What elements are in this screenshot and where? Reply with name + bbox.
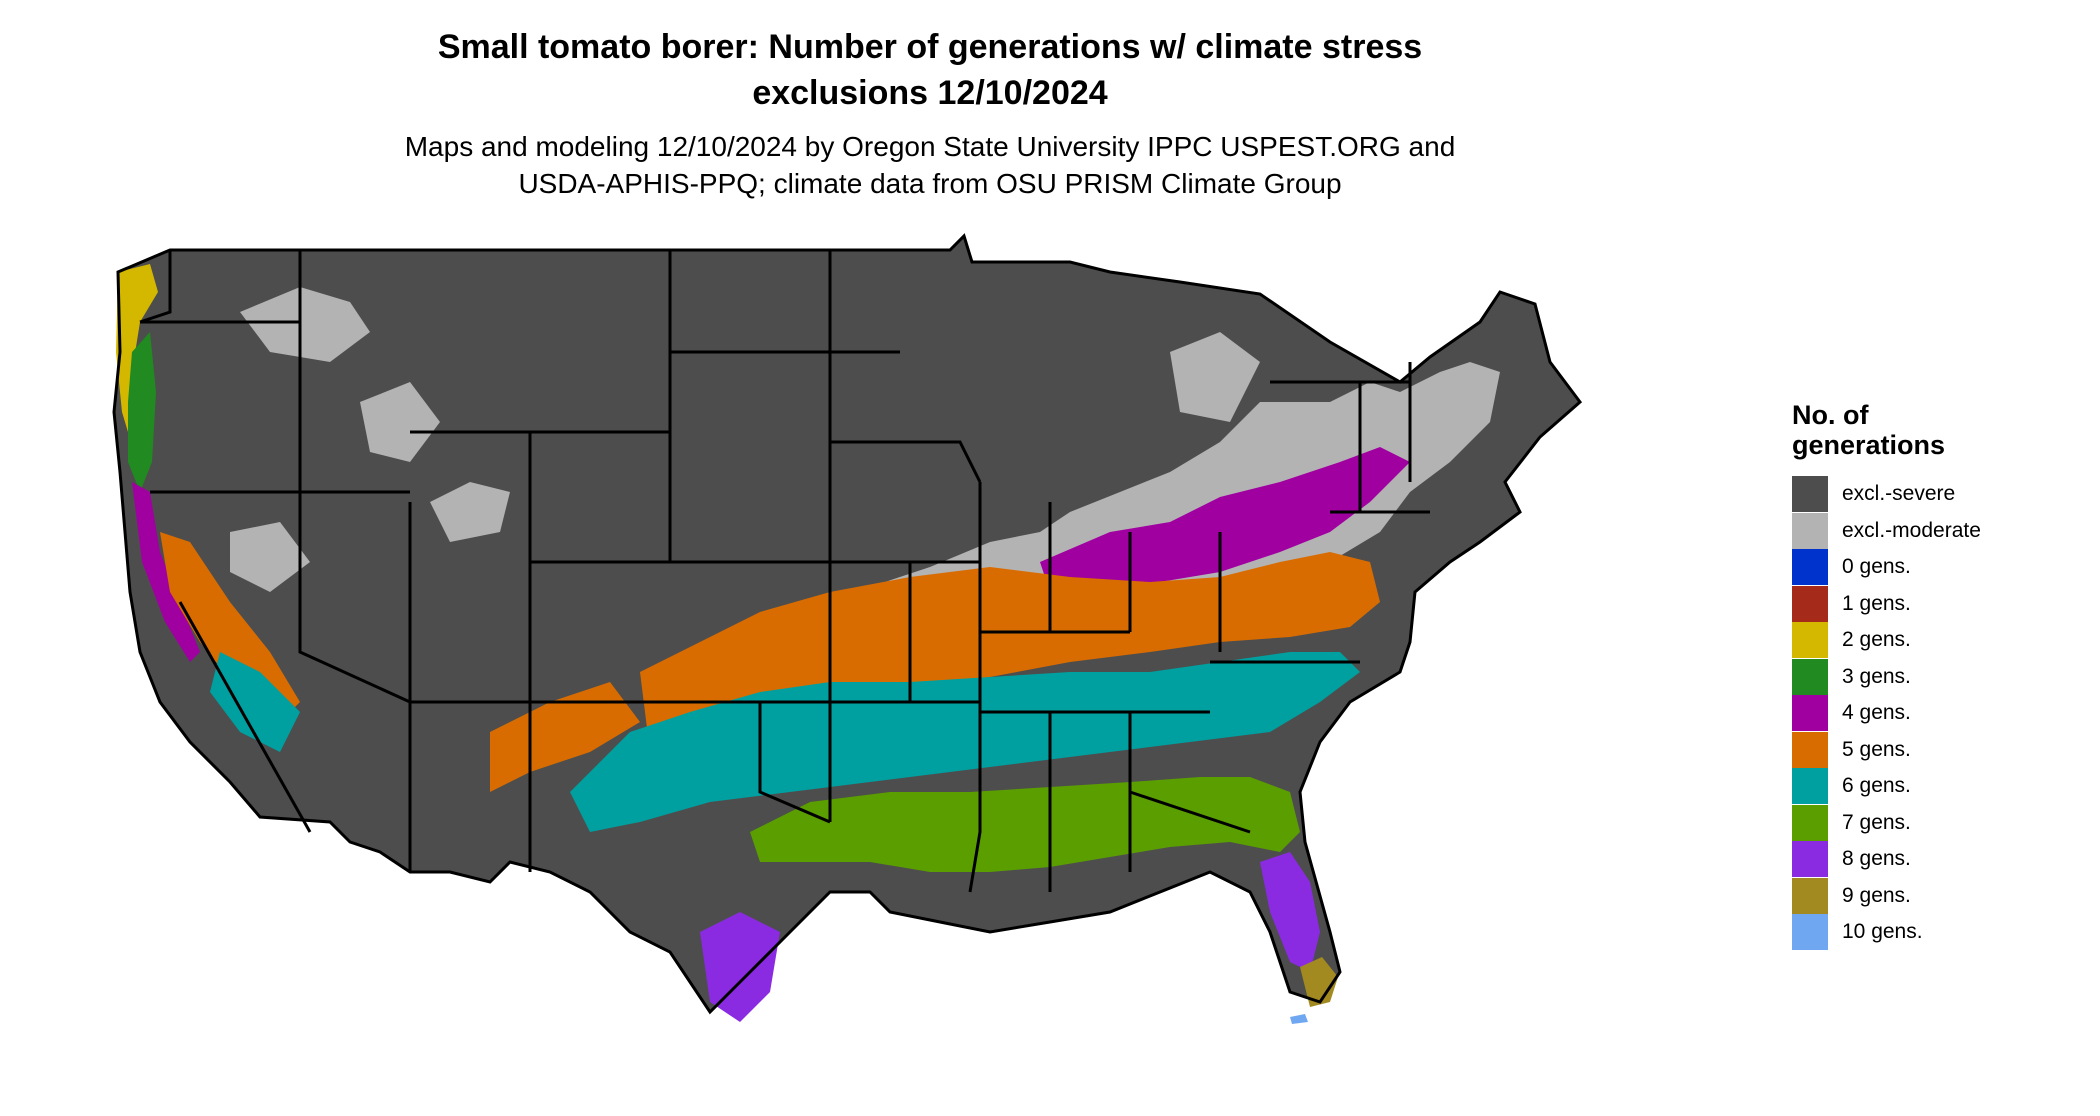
legend-item: excl.-severe <box>1792 476 2082 513</box>
region-3-gens <box>128 332 156 492</box>
legend-swatch <box>1792 622 1828 658</box>
legend-item: 3 gens. <box>1792 658 2082 696</box>
legend-label: 4 gens. <box>1842 701 1911 724</box>
map-title: Small tomato borer: Number of generation… <box>300 24 1560 116</box>
legend-item: 9 gens. <box>1792 877 2082 915</box>
legend-item: 6 gens. <box>1792 768 2082 805</box>
title-line-2: exclusions 12/10/2024 <box>752 74 1108 112</box>
legend-item: 1 gens. <box>1792 585 2082 623</box>
map-subtitle: Maps and modeling 12/10/2024 by Oregon S… <box>300 128 1560 202</box>
legend-label: 6 gens. <box>1842 774 1911 797</box>
region-6-gens <box>210 652 1360 832</box>
legend-swatch <box>1792 877 1828 914</box>
legend-swatch <box>1792 585 1828 622</box>
title-line-1: Small tomato borer: Number of generation… <box>437 28 1423 66</box>
state-boundaries <box>112 233 1583 1015</box>
legend-items: excl.-severe excl.-moderate 0 gens. 1 gens.… <box>1792 476 2082 951</box>
legend-swatch <box>1792 658 1828 695</box>
legend-swatch <box>1792 804 1828 841</box>
region-9-gens <box>1300 957 1338 1007</box>
legend-swatch <box>1792 549 1828 585</box>
legend-swatch <box>1792 914 1828 950</box>
region-10-gens <box>1290 1014 1308 1024</box>
region-8-gens <box>700 852 1320 1022</box>
legend-label: 2 gens. <box>1842 628 1911 651</box>
subtitle-line-1: Maps and modeling 12/10/2024 by Oregon S… <box>404 131 1456 162</box>
legend-label: 1 gens. <box>1842 591 1911 615</box>
legend-label: 7 gens. <box>1842 810 1911 834</box>
legend-swatch <box>1792 731 1828 768</box>
region-4-gens <box>132 447 1410 662</box>
legend-label: 0 gens. <box>1842 555 1911 578</box>
region-2-gens <box>116 264 158 432</box>
legend-item: 4 gens. <box>1792 695 2082 732</box>
legend-label: excl.-moderate <box>1842 518 1981 542</box>
legend-label: 5 gens. <box>1842 737 1911 761</box>
legend-label: 9 gens. <box>1842 883 1911 907</box>
legend-swatch <box>1792 841 1828 877</box>
legend: No. of generations excl.-severe excl.-mod… <box>1792 400 2082 951</box>
legend-swatch <box>1792 476 1828 512</box>
legend-label: 3 gens. <box>1842 664 1911 688</box>
legend-item: 10 gens. <box>1792 914 2082 951</box>
legend-title-line-1: No. of <box>1792 400 1869 430</box>
region-7-gens <box>750 777 1300 872</box>
legend-swatch <box>1792 695 1828 731</box>
legend-item: 2 gens. <box>1792 622 2082 659</box>
legend-item: 5 gens. <box>1792 731 2082 769</box>
legend-label: 10 gens. <box>1842 920 1923 943</box>
legend-label: 8 gens. <box>1842 847 1911 870</box>
legend-swatch <box>1792 512 1828 549</box>
legend-title: No. of generations <box>1792 400 2082 460</box>
subtitle-line-2: USDA-APHIS-PPQ; climate data from OSU PR… <box>518 168 1342 199</box>
legend-item: 8 gens. <box>1792 841 2082 878</box>
us-generations-map <box>112 233 1583 1024</box>
legend-swatch <box>1792 768 1828 804</box>
legend-title-line-2: generations <box>1792 430 1946 460</box>
legend-item: 7 gens. <box>1792 804 2082 842</box>
legend-item: 0 gens. <box>1792 549 2082 586</box>
legend-label: excl.-severe <box>1842 482 1956 505</box>
legend-item: excl.-moderate <box>1792 512 2082 550</box>
